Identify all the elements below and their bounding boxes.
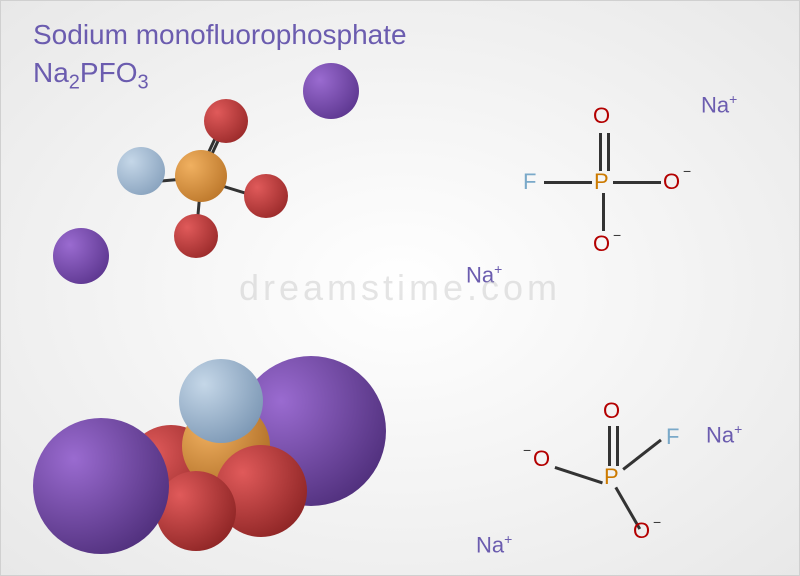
sodium-ion-label: Na+: [476, 531, 512, 558]
title: Sodium monofluorophosphate: [33, 19, 407, 51]
fluorine-sphere: [117, 147, 165, 195]
oxygen-atom: O: [593, 231, 610, 257]
phosphorus-sphere: [175, 150, 227, 202]
chemical-formula: Na2PFO3: [33, 57, 149, 95]
fluorine-atom: F: [666, 424, 679, 450]
sodium-sphere: [53, 228, 109, 284]
watermark: dreamstime.com: [239, 267, 561, 309]
oxygen-sphere: [244, 174, 288, 218]
negative-charge: −: [683, 163, 691, 179]
oxygen-atom: O: [593, 103, 610, 129]
structural-formula-bottom: O F P O − O −: [481, 396, 721, 566]
sodium-ion-label: Na+: [466, 261, 502, 288]
negative-charge: −: [613, 227, 621, 243]
negative-charge: −: [653, 514, 661, 530]
oxygen-atom: O: [533, 446, 550, 472]
oxygen-atom: O: [603, 398, 620, 424]
fluorine-sphere: [179, 359, 263, 443]
sodium-sphere: [33, 418, 169, 554]
oxygen-sphere: [174, 214, 218, 258]
oxygen-atom: O: [663, 169, 680, 195]
phosphorus-atom: P: [604, 464, 619, 490]
oxygen-sphere: [204, 99, 248, 143]
phosphorus-atom: P: [594, 169, 609, 195]
sodium-ion-label: Na+: [701, 91, 737, 118]
structural-formula-top: O F P O − O −: [481, 101, 711, 271]
sodium-ion-label: Na+: [706, 421, 742, 448]
fluorine-atom: F: [523, 169, 536, 195]
oxygen-atom: O: [633, 518, 650, 544]
sodium-sphere: [303, 63, 359, 119]
negative-charge: −: [523, 442, 531, 458]
